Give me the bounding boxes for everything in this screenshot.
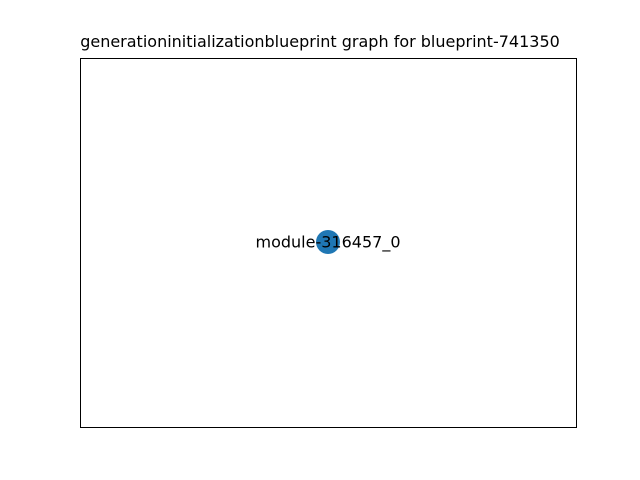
graph-node-label: module-316457_0 — [256, 233, 401, 253]
graph-node-circle — [316, 230, 340, 254]
plot-frame — [80, 58, 577, 428]
graph-title: generationinitializationblueprint graph … — [80, 32, 560, 51]
nodes-layer: module-316457_0 — [256, 230, 401, 254]
graph-node: module-316457_0 — [256, 230, 401, 254]
